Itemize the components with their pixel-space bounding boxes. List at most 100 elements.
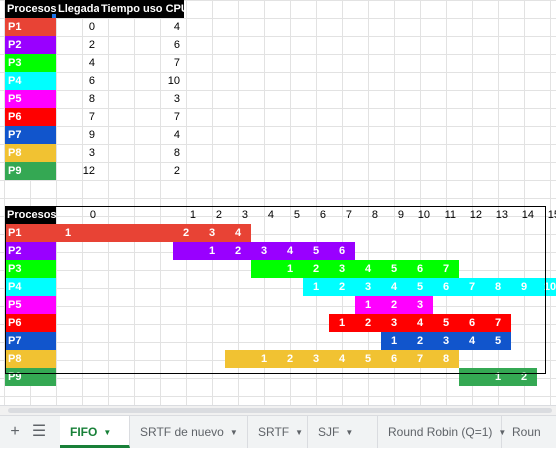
process-name-cell[interactable]: P9 xyxy=(5,162,56,180)
gantt-slot[interactable] xyxy=(251,260,277,278)
process-name-cell[interactable]: P1 xyxy=(5,18,56,36)
arrival-cell[interactable]: 0 xyxy=(88,21,95,33)
gantt-slot[interactable]: 1 xyxy=(56,224,80,242)
process-name-cell[interactable]: P3 xyxy=(5,54,56,72)
gantt-slot[interactable]: 8 xyxy=(433,350,459,368)
table-header-cell[interactable]: Tiempo uso CPU xyxy=(99,0,184,18)
process-name-cell[interactable]: P4 xyxy=(5,72,56,90)
sheet-tab[interactable]: Roun xyxy=(502,416,556,448)
gantt-slot[interactable]: 5 xyxy=(381,260,407,278)
arrival-cell[interactable]: 2 xyxy=(88,39,95,51)
arrival-cell[interactable]: 6 xyxy=(88,75,95,87)
process-name-cell[interactable]: P2 xyxy=(5,36,56,54)
gantt-slot[interactable]: 5 xyxy=(433,314,459,332)
gantt-slot[interactable] xyxy=(459,368,485,386)
gantt-slot[interactable]: 7 xyxy=(485,314,511,332)
gantt-slot[interactable]: 4 xyxy=(225,224,251,242)
gantt-slot[interactable]: 1 xyxy=(485,368,511,386)
gantt-slot[interactable]: 8 xyxy=(485,278,511,296)
gantt-slot[interactable]: 3 xyxy=(433,332,459,350)
table-header-cell[interactable]: Procesos xyxy=(5,0,56,18)
cpu-time-cell[interactable]: 7 xyxy=(173,57,180,69)
gantt-slot[interactable]: 2 xyxy=(329,278,355,296)
list-icon[interactable]: ☰ xyxy=(31,423,47,440)
scrollbar-thumb[interactable] xyxy=(8,408,552,413)
cell-fill-handle[interactable] xyxy=(52,14,56,18)
sheet-tab[interactable]: SJF ▼ xyxy=(308,416,378,448)
plus-icon[interactable]: + xyxy=(10,423,20,440)
cpu-time-cell[interactable]: 2 xyxy=(173,165,180,177)
cpu-time-cell[interactable]: 3 xyxy=(173,93,180,105)
cpu-time-cell[interactable]: 4 xyxy=(173,21,180,33)
gantt-slot[interactable]: 1 xyxy=(277,260,303,278)
gantt-slot[interactable]: 10 xyxy=(537,278,556,296)
gantt-process-label[interactable]: P7 xyxy=(5,332,56,350)
spreadsheet-grid[interactable]: Procesos Llegada Tiempo uso CPU P1 0 4 P2 2 6 P3 4… xyxy=(0,0,556,405)
cpu-time-cell[interactable]: 10 xyxy=(167,75,180,87)
gantt-slot[interactable]: 7 xyxy=(433,260,459,278)
gantt-slot[interactable]: 2 xyxy=(303,260,329,278)
gantt-slot[interactable]: 1 xyxy=(329,314,355,332)
gantt-slot[interactable]: 5 xyxy=(303,242,329,260)
gantt-slot[interactable] xyxy=(80,224,104,242)
gantt-process-label[interactable]: P2 xyxy=(5,242,56,260)
gantt-slot[interactable]: 4 xyxy=(277,242,303,260)
gantt-slot[interactable]: 6 xyxy=(433,278,459,296)
caret-down-icon[interactable]: ▼ xyxy=(345,428,354,437)
gantt-process-label[interactable]: P5 xyxy=(5,296,56,314)
gantt-slot[interactable]: 6 xyxy=(381,350,407,368)
gantt-process-label[interactable]: P1 xyxy=(5,224,56,242)
gantt-slot[interactable]: 3 xyxy=(251,242,277,260)
process-name-cell[interactable]: P8 xyxy=(5,144,56,162)
process-name-cell[interactable]: P7 xyxy=(5,126,56,144)
gantt-slot[interactable]: 2 xyxy=(511,368,537,386)
caret-down-icon[interactable]: ▼ xyxy=(103,428,112,437)
gantt-slot[interactable] xyxy=(104,224,128,242)
gantt-slot[interactable]: 6 xyxy=(329,242,355,260)
cpu-time-cell[interactable]: 8 xyxy=(173,147,180,159)
gantt-slot[interactable]: 2 xyxy=(277,350,303,368)
caret-down-icon[interactable]: ▼ xyxy=(295,428,304,437)
gantt-slot[interactable]: 3 xyxy=(199,224,225,242)
arrival-cell[interactable]: 8 xyxy=(88,93,95,105)
gantt-slot[interactable]: 3 xyxy=(355,278,381,296)
cpu-time-cell[interactable]: 4 xyxy=(173,129,180,141)
table-header-cell[interactable]: Llegada xyxy=(56,0,99,18)
gantt-slot[interactable]: 2 xyxy=(355,314,381,332)
process-name-cell[interactable]: P6 xyxy=(5,108,56,126)
gantt-slot[interactable]: 4 xyxy=(381,278,407,296)
gantt-slot[interactable]: 2 xyxy=(381,296,407,314)
gantt-slot[interactable] xyxy=(225,350,251,368)
gantt-slot[interactable]: 7 xyxy=(459,278,485,296)
gantt-process-label[interactable]: P6 xyxy=(5,314,56,332)
gantt-slot[interactable]: 1 xyxy=(355,296,381,314)
arrival-cell[interactable]: 7 xyxy=(88,111,95,123)
gantt-slot[interactable]: 4 xyxy=(329,350,355,368)
gantt-slot[interactable]: 2 xyxy=(173,224,199,242)
gantt-slot[interactable]: 5 xyxy=(355,350,381,368)
gantt-slot[interactable]: 9 xyxy=(511,278,537,296)
gantt-slot[interactable]: 6 xyxy=(407,260,433,278)
gantt-slot[interactable]: 1 xyxy=(303,278,329,296)
gantt-slot[interactable]: 3 xyxy=(381,314,407,332)
gantt-slot[interactable]: 1 xyxy=(251,350,277,368)
gantt-slot[interactable]: 3 xyxy=(407,296,433,314)
gantt-slot[interactable]: 2 xyxy=(225,242,251,260)
gantt-process-label[interactable]: P9 xyxy=(5,368,56,386)
arrival-cell[interactable]: 12 xyxy=(82,165,95,177)
sheet-tab[interactable]: SRTF de nuevo ▼ xyxy=(130,416,248,448)
sheet-tab[interactable]: SRTF ▼ xyxy=(248,416,308,448)
gantt-slot[interactable]: 4 xyxy=(459,332,485,350)
cpu-time-cell[interactable]: 6 xyxy=(173,39,180,51)
sheet-tab[interactable]: Round Robin (Q=1) ▼ xyxy=(378,416,506,448)
gantt-slot[interactable]: 5 xyxy=(407,278,433,296)
gantt-slot[interactable]: 7 xyxy=(407,350,433,368)
arrival-cell[interactable]: 4 xyxy=(88,57,95,69)
horizontal-scrollbar[interactable] xyxy=(0,405,556,415)
gantt-slot[interactable]: 6 xyxy=(459,314,485,332)
gantt-slot[interactable]: 1 xyxy=(381,332,407,350)
gantt-slot[interactable]: 3 xyxy=(329,260,355,278)
gantt-process-label[interactable]: P3 xyxy=(5,260,56,278)
gantt-slot[interactable]: 4 xyxy=(355,260,381,278)
gantt-process-label[interactable]: P4 xyxy=(5,278,56,296)
